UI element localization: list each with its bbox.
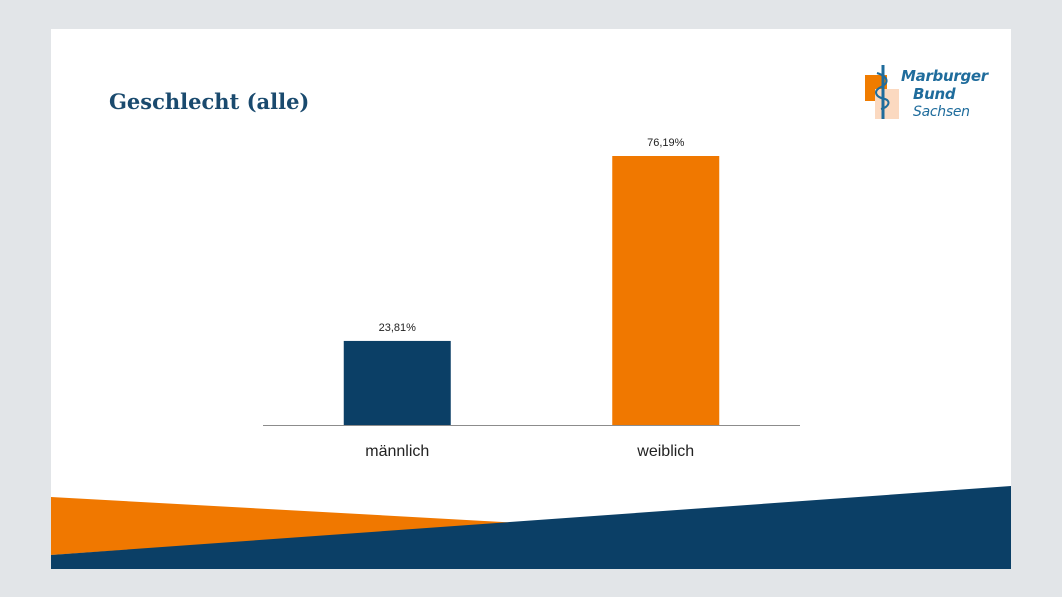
marburger-bund-logo: Marburger Bund Sachsen <box>863 61 993 123</box>
page-title: Geschlecht (alle) <box>109 89 310 114</box>
slide: Geschlecht (alle) Marburger Bund Sachsen… <box>51 29 1011 569</box>
logo-text-line-3: Sachsen <box>913 104 970 120</box>
bar-chart: 23,81% männlich 76,19% weiblich <box>263 137 800 460</box>
logo-text-line-1: Marburger <box>901 67 988 85</box>
category-label-1: männlich <box>365 443 429 460</box>
logo-text-line-2: Bund <box>913 85 956 103</box>
bar-2 <box>612 156 720 425</box>
footer-navy-wedge <box>51 486 1011 569</box>
data-label-2: 76,19% <box>647 137 685 149</box>
data-label-1: 23,81% <box>379 322 417 334</box>
decorative-footer-shapes <box>51 486 1011 569</box>
aesculapian-staff-icon <box>865 65 899 119</box>
category-label-2: weiblich <box>636 443 694 460</box>
bar-1 <box>343 340 451 425</box>
footer-orange-wedge <box>51 497 521 555</box>
